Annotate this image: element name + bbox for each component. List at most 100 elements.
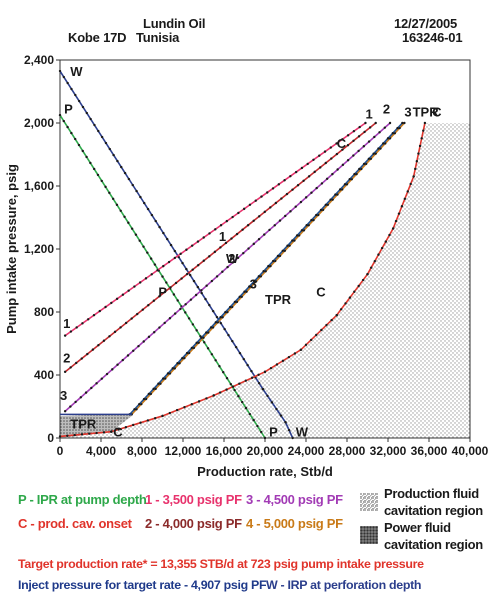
series-point [89,117,92,121]
series-point [231,339,234,343]
series-point [261,387,265,391]
series-point [257,275,261,278]
series-point [161,377,165,380]
series-point [191,268,194,271]
series-point [104,305,107,309]
series-point [336,168,339,171]
series-point [275,407,278,411]
series-point [309,338,313,342]
inject-note: Inject pressure for target rate - 4,907 … [18,578,267,592]
series-point [156,269,159,272]
series-point [153,330,156,334]
series-point [130,227,134,230]
series-point [127,177,131,181]
series-point [361,278,365,282]
series-point [343,183,347,186]
series-point [380,246,384,250]
series-point [189,298,193,301]
series-point [415,160,419,163]
series-point [146,207,150,211]
series-point [357,135,361,138]
series-point [211,309,215,313]
series-point [233,300,237,304]
series-point [158,326,161,329]
series-label: TPR [413,105,440,120]
series-point [243,290,246,293]
legend-pf4: 4 - 5,000 psig PF [246,516,343,531]
series-point [73,137,77,141]
series-point [62,119,65,123]
axes: 0 4,000 8,000 12,000 16,000 20,000 24,000 28,00… [24,53,489,458]
series-point [95,431,98,435]
series-point [166,237,169,241]
series-point [279,414,283,417]
series-point [166,372,170,375]
series-point [124,321,128,325]
series-point [208,255,211,258]
y-tick-label: 2,000 [24,116,54,130]
series-point [388,121,392,125]
series-point [104,141,108,145]
series-point [335,142,338,145]
series-point [85,155,88,159]
series-point [179,252,182,256]
series-point [272,259,275,263]
series-point [162,231,165,235]
series-point [63,370,67,374]
series-point [315,213,318,217]
series-point [141,308,144,311]
series-point [394,219,398,223]
series-point [169,243,173,247]
series-point [190,346,194,350]
series-point [192,279,196,283]
series-label: 2 [383,102,390,117]
series-point [102,431,106,434]
series-point [319,208,323,212]
series-point [121,293,125,296]
series-point [167,260,171,264]
series-point [108,147,111,151]
series-point [102,339,106,342]
series-point [116,159,119,163]
series-point [358,125,361,129]
series-point [329,146,332,149]
series-point [414,167,417,171]
series-point [206,347,210,350]
legend-pf3: 3 - 4,500 psig PF [246,492,343,507]
series-point [266,191,269,194]
series-point [248,412,252,416]
legend-p-ipr: P - IPR at pump depth [18,492,147,507]
series-point [146,419,150,422]
series-point [205,331,208,334]
series-point [98,309,101,313]
series-point [179,307,182,311]
series-point [133,408,136,411]
series-point [120,165,123,169]
series-point [384,240,388,243]
series-point [286,244,289,247]
series-point [157,382,160,385]
series-point [174,281,178,285]
series-label: 1 [365,106,372,121]
series-point [285,192,289,196]
series-point [205,397,208,400]
series-point [90,386,93,390]
series-point [200,289,203,292]
series-point [246,363,249,367]
series-point [357,149,360,153]
series-point [138,402,141,406]
series-point [69,405,72,408]
x-tick-label: 12,000 [165,444,202,458]
legend-c-cav: C - prod. cav. onset [18,516,132,531]
series-point [348,296,352,299]
pump-intake-chart: 0 4,000 8,000 12,000 16,000 20,000 24,000 28,00… [4,53,489,479]
series-point [225,377,229,380]
series-point [104,185,107,189]
series-point [139,421,142,424]
series-label: W [226,251,239,266]
series-point [368,126,372,129]
series-point [372,152,375,155]
series-point [127,289,130,292]
series-point [58,113,62,117]
series-point [324,161,327,165]
